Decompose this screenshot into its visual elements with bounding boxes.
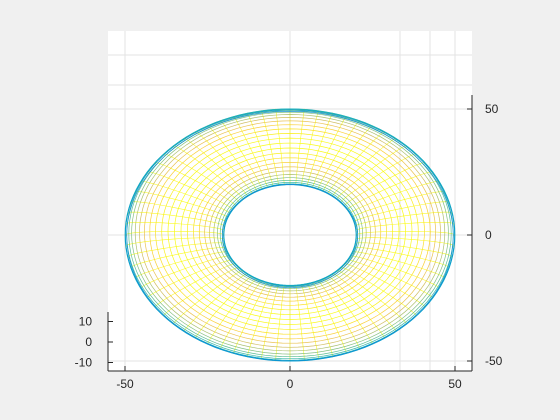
mesh-latitude	[167, 137, 413, 325]
y-tick-label: 0	[485, 228, 492, 242]
y-tick-label: -50	[485, 354, 503, 368]
y-tick-label: 50	[485, 102, 499, 116]
mesh-latitude	[131, 111, 449, 355]
mesh-latitude	[126, 110, 454, 362]
x-tick-label: 50	[448, 377, 462, 391]
mesh-latitude	[155, 128, 425, 335]
mesh-latitude	[198, 162, 382, 302]
axes: -50 0 50 50 0 -50 10 0 -10	[75, 31, 503, 391]
torus-mesh	[124, 108, 456, 362]
mesh-latitude	[221, 183, 359, 289]
ticks: -50 0 50 50 0 -50 10 0 -10	[75, 102, 503, 391]
x-tick-label: 0	[287, 377, 294, 391]
mesh-latitude	[174, 142, 406, 320]
mesh-latitude	[223, 184, 357, 287]
z-tick-label: 0	[85, 335, 92, 349]
mesh-latitude	[219, 179, 361, 288]
mesh-latitude	[180, 147, 400, 315]
mesh-latitude	[213, 174, 367, 292]
mesh-latitude	[149, 124, 431, 340]
z-tick-label: -10	[75, 356, 93, 370]
mesh-latitude	[128, 110, 452, 358]
mesh-latitude	[139, 117, 441, 348]
mesh-latitude	[209, 170, 371, 295]
mesh-latitude	[186, 152, 394, 311]
mesh-latitude	[217, 177, 363, 289]
mesh-latitude	[134, 114, 446, 352]
x-tick-label: -50	[116, 377, 134, 391]
mesh-latitude	[193, 157, 387, 306]
mesh-latitude	[204, 166, 376, 298]
z-tick-label: 10	[79, 315, 93, 329]
mesh-latitude	[144, 120, 436, 344]
mesh-latitude	[125, 109, 455, 362]
mesh-latitude	[161, 133, 419, 330]
